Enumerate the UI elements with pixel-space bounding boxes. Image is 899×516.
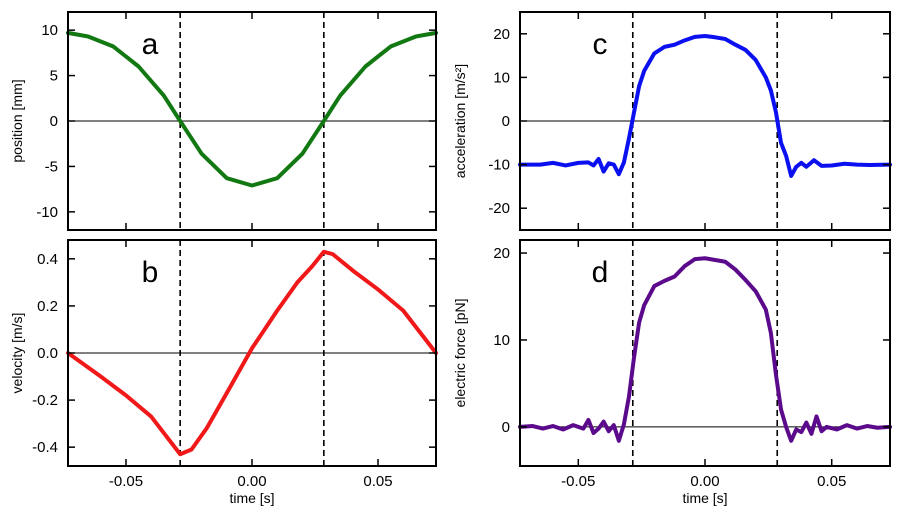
y-axis-label: acceleration [m/s²] [452, 64, 468, 178]
y-tick-label: -0.4 [32, 439, 58, 456]
panel-a-position: 10 5 0 -5 -10 position [mm] a [9, 11, 438, 231]
x-tick-label: 0.05 [363, 473, 392, 490]
y-tick-label: 0.4 [37, 251, 58, 268]
series-line-acceleration [518, 33, 892, 178]
panel-letter: c [593, 28, 608, 61]
y-tick-label: 20 [493, 245, 510, 262]
y-tick-label: 5 [50, 68, 58, 85]
series-line-velocity [66, 249, 438, 457]
series-line-electric-force [518, 256, 892, 443]
x-axis-label: time [s] [229, 490, 274, 506]
y-axis-label: position [mm] [9, 79, 25, 162]
panel-letter: a [142, 28, 159, 61]
panel-b-velocity: 0.4 0.2 0.0 -0.2 -0.4 -0.05 0.00 0.05 velocity [… [9, 239, 438, 506]
y-axis-label: electric force [pN] [452, 299, 468, 408]
y-tick-label: -10 [36, 204, 58, 221]
y-tick-label: 10 [493, 332, 510, 349]
panel-letter: d [592, 256, 609, 289]
y-tick-label: -20 [488, 200, 510, 217]
x-tick-label: 0.05 [817, 473, 846, 490]
y-tick-label: 10 [41, 22, 58, 39]
panel-d-electric-force: 20 10 0 -0.05 0.00 0.05 electric force [pN] tim… [452, 239, 892, 506]
y-tick-label: 0 [502, 419, 510, 436]
x-tick-label: 0.00 [690, 473, 719, 490]
y-tick-label: -10 [488, 157, 510, 174]
y-tick-label: -0.2 [32, 392, 58, 409]
x-tick-label: 0.00 [237, 473, 266, 490]
y-tick-label: 20 [493, 26, 510, 43]
x-axis-label: time [s] [682, 490, 727, 506]
y-tick-label: 0 [502, 113, 510, 130]
series-line-position [66, 30, 438, 188]
x-tick-label: -0.05 [109, 473, 143, 490]
y-tick-label: 10 [493, 69, 510, 86]
panel-c-acceleration: 20 10 0 -10 -20 acceleration [m/s²] c [452, 11, 892, 231]
y-tick-label: 0.0 [37, 345, 58, 362]
plot-frame [519, 239, 891, 467]
x-tick-label: -0.05 [561, 473, 595, 490]
y-tick-label: -5 [45, 158, 58, 175]
y-axis-label: velocity [m/s] [9, 313, 25, 394]
panel-letter: b [142, 256, 159, 289]
y-tick-label: 0.2 [37, 298, 58, 315]
y-tick-label: 0 [50, 113, 58, 130]
